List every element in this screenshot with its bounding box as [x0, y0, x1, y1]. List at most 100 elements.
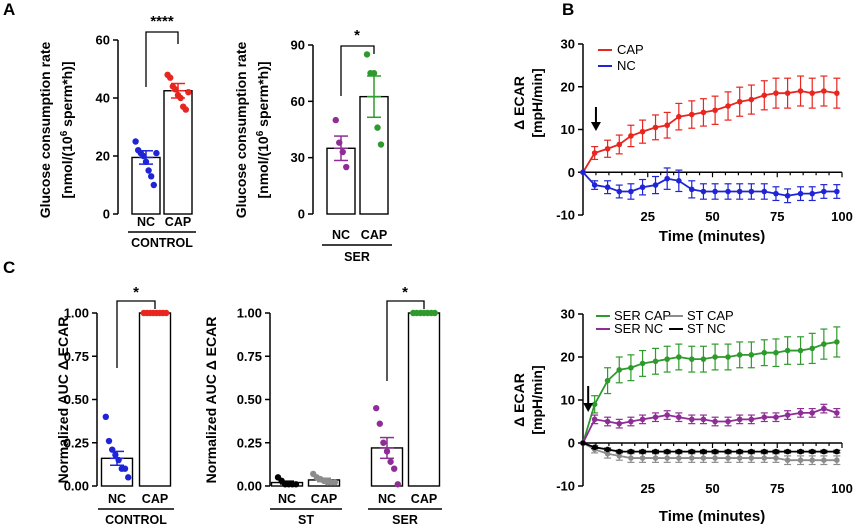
b1-point-1-9 [688, 186, 695, 193]
a1-point-0-6 [148, 173, 155, 180]
b2-legend-stnc: ST NC [687, 321, 726, 336]
b1-xtick-label-3: 100 [831, 209, 853, 224]
b2-point-1-8 [676, 414, 682, 421]
b2-ytick-label-1: 0 [568, 436, 575, 451]
b1-point-1-3 [616, 188, 623, 195]
b2-point-1-13 [736, 416, 743, 423]
c1-point-0-0 [102, 413, 110, 420]
b2-point-3-10 [700, 448, 707, 455]
c2-point-2-4 [387, 458, 394, 465]
c1-ytick-label-2: 0.50 [64, 392, 89, 407]
b2-point-3-8 [676, 448, 682, 455]
a1-ytick-label-0: 0 [103, 207, 110, 222]
b2-point-2-5 [639, 455, 646, 461]
b2-point-0-14 [748, 352, 755, 358]
b2-point-1-1 [591, 416, 598, 423]
b2-point-3-11 [712, 448, 718, 455]
b2-point-3-15 [761, 448, 768, 455]
b1-point-1-8 [676, 178, 682, 184]
a2-ytick-label-0: 0 [298, 207, 305, 222]
c2-point-2-2 [380, 439, 387, 446]
c2-ytick-label-1: 0.25 [237, 435, 262, 450]
b2-point-0-12 [725, 354, 731, 360]
b2-point-2-8 [676, 455, 682, 461]
b2-point-0-17 [784, 347, 791, 354]
chart-c1: Normalized AUC Δ ECAR 0.00 0.25 0.50 0.75 1.… [55, 284, 174, 527]
b1-ylabel-line1: Δ ECAR [511, 76, 527, 130]
c2-cat-st-nc: NC [278, 492, 296, 506]
b1-point-1-12 [725, 188, 731, 195]
b1-point-1-15 [761, 188, 768, 195]
b2-point-0-9 [688, 356, 695, 362]
b1-point-0-20 [821, 88, 827, 94]
a2-ylabel-line1: Glucose consumption rate [233, 41, 249, 218]
a2-ytick-label-2: 60 [291, 94, 305, 109]
b2-point-3-18 [797, 448, 804, 455]
c1-point-0-1 [105, 437, 113, 445]
b1-xlabel: Time (minutes) [659, 228, 765, 245]
b2-point-3-17 [784, 448, 791, 455]
b1-legend-cap: CAP [617, 42, 644, 57]
c2-significance-bracket [386, 300, 425, 381]
b2-point-3-19 [809, 448, 816, 455]
a1-ylabel-sup: 6 [59, 130, 70, 136]
b2-point-2-13 [736, 455, 743, 461]
b1-point-1-16 [773, 190, 779, 197]
a2-ytick-label-1: 30 [291, 150, 305, 165]
c2-point-3-6 [431, 309, 438, 317]
b2-point-3-20 [821, 448, 827, 455]
b1-ylabel-line2: [mpH/min] [529, 68, 545, 137]
c1-cat-cap: CAP [142, 492, 168, 506]
c1-ytick-label-3: 0.75 [64, 349, 89, 364]
b1-point-1-6 [652, 182, 659, 188]
panel-label-a: A [3, 0, 15, 19]
b2-legend-sercap: SER CAP [614, 308, 671, 323]
b1-point-0-17 [784, 90, 791, 96]
c1-significance-bracket [116, 300, 156, 368]
c1-group-label: CONTROL [105, 513, 167, 527]
b1-point-0-11 [712, 107, 718, 114]
a1-significance: **** [150, 13, 174, 30]
a1-cat-nc: NC [137, 215, 155, 229]
b2-treatment-arrow-head [583, 403, 594, 412]
a2-point-1-2 [370, 69, 378, 77]
a1-point-1-8 [185, 89, 192, 96]
b1-point-1-4 [628, 188, 634, 195]
b2-point-0-21 [834, 339, 840, 345]
b2-ytick-label-2: 10 [561, 393, 575, 408]
b1-point-0-2 [604, 145, 611, 152]
c2-cat-st-cap: CAP [311, 492, 337, 506]
c1-point-0-7 [125, 474, 132, 481]
a2-point-0-3 [343, 163, 350, 171]
b1-point-1-14 [748, 188, 755, 195]
b2-point-3-7 [664, 448, 670, 455]
b1-point-1-2 [604, 184, 611, 191]
b2-point-3-12 [725, 448, 731, 455]
b1-point-0-1 [591, 150, 598, 156]
a1-group-label: CONTROL [131, 236, 193, 250]
b1-point-1-5 [639, 184, 646, 191]
a1-ytick-label-3: 60 [96, 33, 110, 48]
b2-point-0-19 [809, 345, 816, 352]
b1-point-0-21 [834, 90, 840, 96]
b2-point-2-6 [652, 455, 659, 461]
b2-xtick-label-2: 75 [770, 481, 784, 496]
b2-point-2-16 [773, 455, 779, 461]
b2-point-2-4 [628, 455, 634, 461]
b2-point-1-17 [784, 412, 791, 418]
b2-point-1-6 [652, 414, 659, 421]
b2-point-2-15 [761, 455, 768, 461]
b2-point-3-5 [639, 448, 646, 455]
b1-line-1 [582, 171, 837, 197]
b2-point-1-15 [761, 414, 768, 421]
b2-line-0 [582, 341, 837, 444]
b2-point-0-11 [712, 354, 718, 360]
chart-c2: Normalized AUC Δ ECAR 0.00 0.25 0.50 0.75 1.… [203, 284, 442, 527]
a1-point-0-5 [145, 167, 152, 174]
b2-point-3-21 [834, 448, 840, 455]
b1-point-1-17 [784, 192, 791, 199]
b1-point-0-10 [700, 109, 707, 116]
b2-point-1-12 [725, 418, 731, 425]
c2-point-2-1 [376, 420, 383, 427]
a1-point-0-8 [153, 149, 160, 157]
